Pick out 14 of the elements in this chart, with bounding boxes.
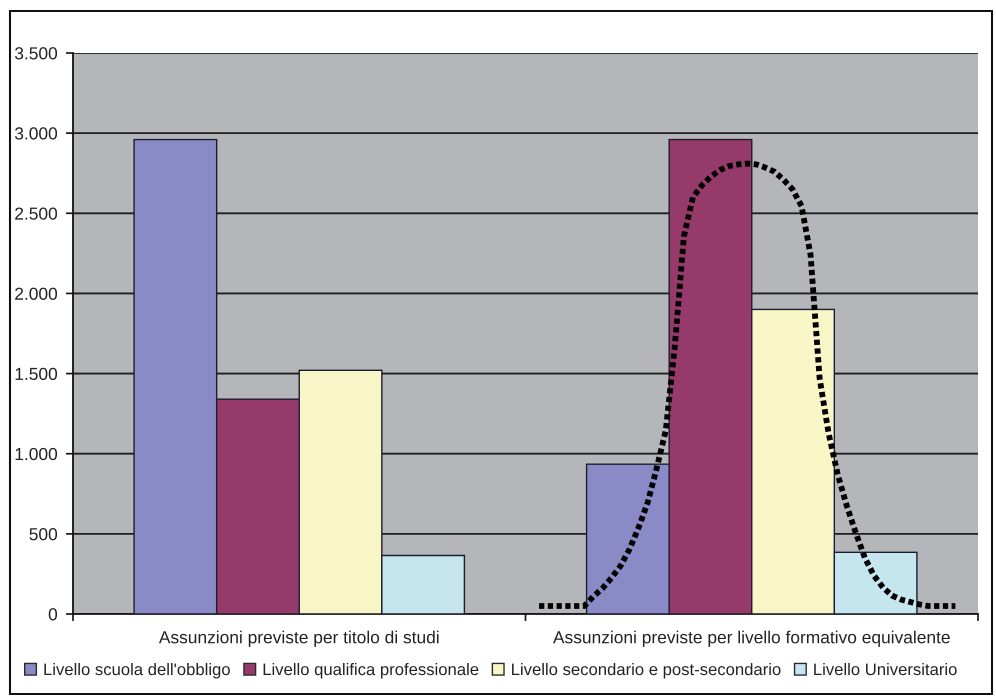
legend-label: Livello qualifica professionale [264,662,478,679]
legend-label: Livello scuola dell'obbligo [44,662,230,679]
y-tick-label: 3.000 [14,127,58,140]
y-tick-label: 2.500 [15,207,58,220]
y-tick-label: 1.500 [16,368,58,380]
y-tick-label: 2.000 [15,288,58,300]
y-tick-label: 0 [48,608,58,620]
legend-label: Livello secondario e post-secondario [512,662,781,679]
x-tick-label: Assunzioni previste per titolo di studi [158,630,438,647]
y-tick-label: 500 [29,528,58,540]
x-tick-label: Assunzioni previste per livello formativo equivalente [553,630,950,647]
legend-label: Livello Universitario [814,662,957,676]
y-tick-label: 3.500 [14,47,58,60]
y-tick-label: 1.000 [16,448,58,460]
